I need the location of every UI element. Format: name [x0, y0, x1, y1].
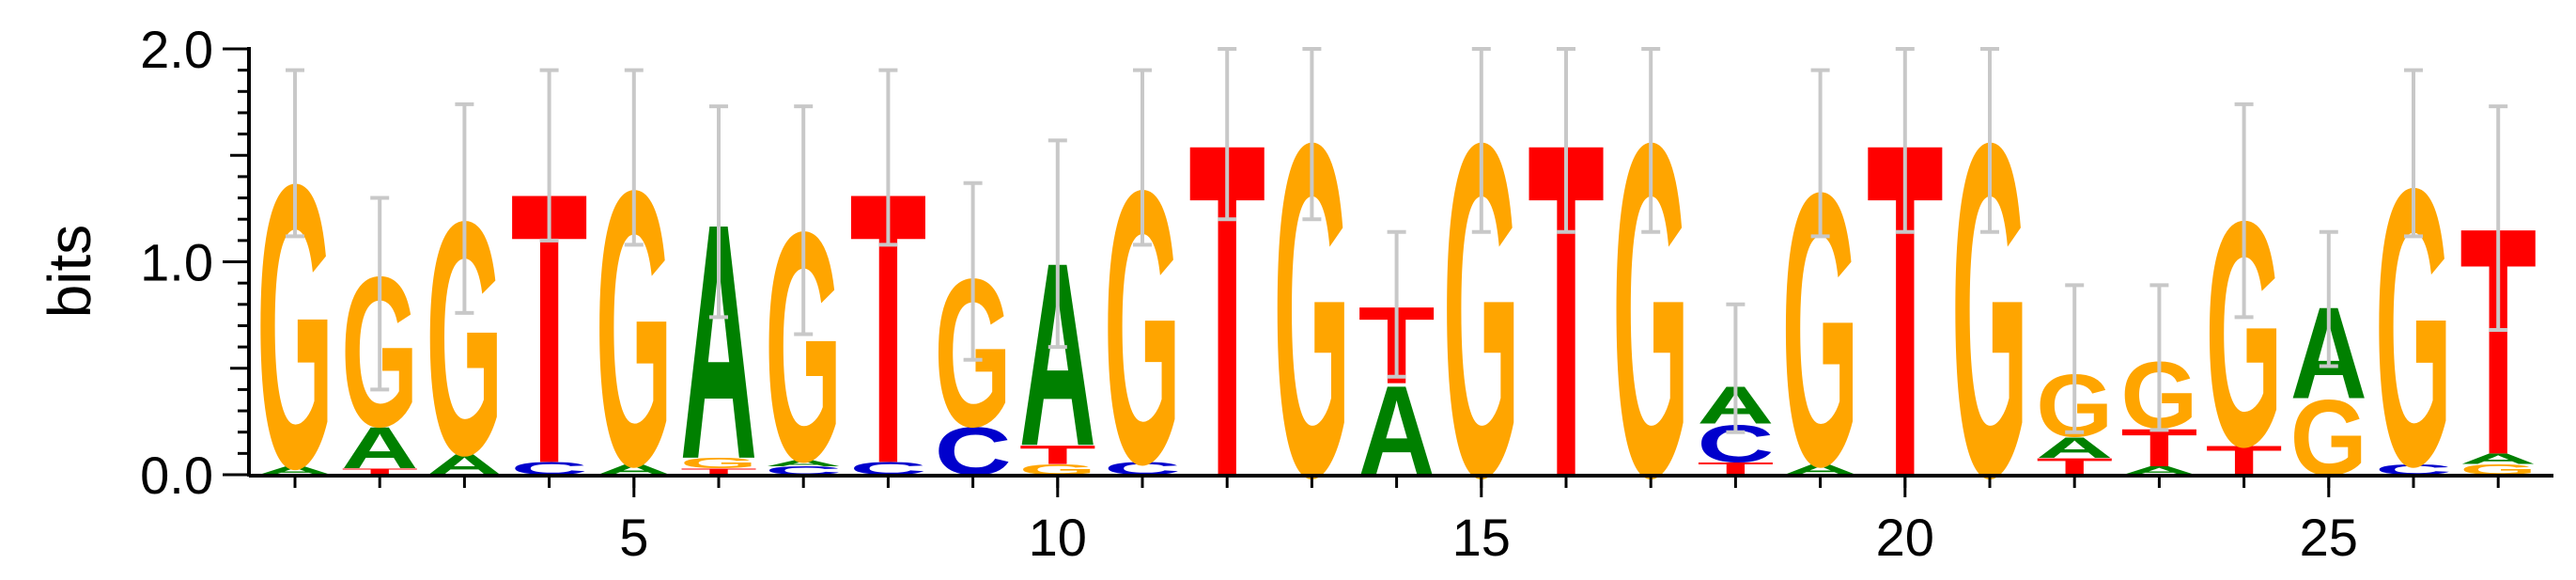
x-tick-label: 25 [2300, 508, 2358, 567]
error-bar-pos-26 [2404, 68, 2423, 239]
x-tick-label: 5 [619, 508, 648, 567]
y-tick-label: 2.0 [140, 20, 213, 79]
error-bar-pos-2 [370, 196, 390, 392]
error-bar-pos-21 [1980, 47, 1999, 234]
x-tick-label: 20 [1876, 508, 1934, 567]
error-bar-pos-12 [1218, 47, 1237, 222]
letter-G-pos-27: G [2460, 462, 2537, 478]
error-bar-pos-3 [455, 102, 474, 315]
y-tick-label: 1.0 [140, 233, 213, 292]
error-bar-pos-7 [794, 104, 814, 337]
error-bar-pos-10 [1047, 138, 1067, 350]
y-axis-label: bits [36, 225, 103, 319]
axes: 0.0 1.0 2.0 5 10 15 20 25 [140, 20, 2553, 567]
error-bar-pos-9 [963, 180, 983, 362]
letter-C-pos-11: C [1104, 459, 1181, 478]
error-bar-pos-27 [2489, 104, 2508, 332]
x-tick-label: 15 [1452, 508, 1511, 567]
error-bar-pos-22 [2065, 283, 2085, 434]
letter-T-pos-2: T [341, 467, 418, 478]
error-bar-pos-11 [1133, 68, 1152, 247]
letter-A-pos-7: A [765, 458, 842, 468]
error-bars [286, 47, 2508, 434]
error-bar-pos-4 [539, 68, 559, 243]
letter-C-pos-4: C [511, 459, 588, 478]
letter-T-pos-10: T [1019, 440, 1096, 470]
letter-G-pos-10: G [1019, 462, 1096, 478]
error-bar-pos-19 [1810, 68, 1830, 239]
error-bar-pos-8 [878, 68, 898, 247]
letter-A-pos-22: A [2036, 431, 2113, 463]
letter-T-pos-6: T [680, 467, 757, 478]
y-tick-label: 0.0 [140, 446, 213, 505]
error-bar-pos-16 [1557, 47, 1575, 234]
error-bar-pos-25 [2319, 229, 2338, 368]
letter-G-pos-6: G [680, 455, 757, 472]
error-bar-pos-14 [1387, 229, 1406, 379]
letter-C-pos-8: C [849, 459, 926, 478]
error-bar-pos-17 [1641, 47, 1661, 234]
error-bar-pos-15 [1471, 47, 1491, 234]
error-bar-pos-5 [624, 68, 644, 247]
error-bar-pos-20 [1895, 47, 1915, 234]
error-bar-pos-18 [1726, 302, 1746, 434]
letter-T-pos-18: T [1697, 459, 1774, 478]
letter-A-pos-27: A [2460, 451, 2537, 468]
error-bar-pos-24 [2234, 102, 2254, 320]
error-bar-pos-23 [2149, 283, 2169, 432]
error-bar-pos-1 [286, 68, 304, 239]
error-bar-pos-13 [1302, 47, 1322, 222]
error-bar-pos-6 [709, 104, 728, 320]
x-tick-label: 10 [1029, 508, 1087, 567]
letter-A-pos-2: A [341, 415, 418, 481]
